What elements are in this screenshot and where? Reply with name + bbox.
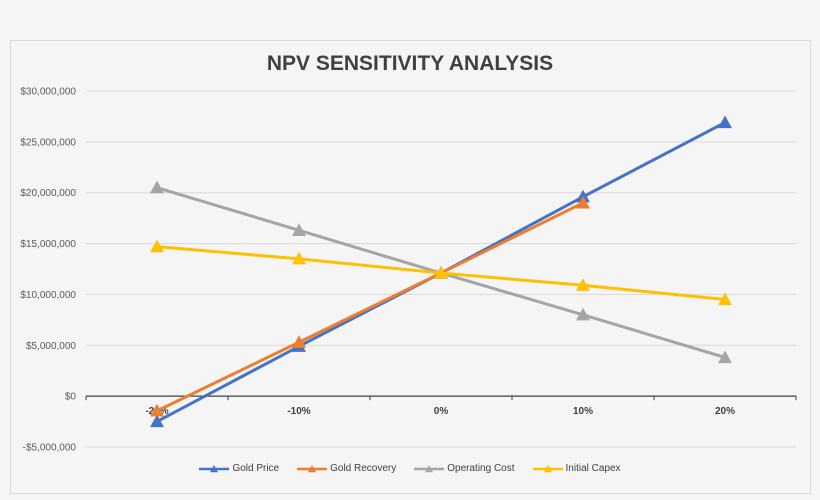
legend-marker-icon: [199, 464, 230, 472]
data-point-marker: [292, 335, 306, 348]
legend: Gold Price Gold Recovery Operating Cost Ini…: [0, 463, 820, 474]
chart-title: NPV SENSITIVITY ANALYSIS: [266, 52, 554, 75]
data-point-marker: [576, 278, 590, 291]
data-point-marker: [718, 292, 732, 306]
y-tick-label: -$5,000,000: [23, 443, 77, 454]
data-point-marker: [292, 251, 306, 265]
legend-marker-icon: [297, 464, 328, 472]
chart-area: [10, 40, 811, 494]
y-tick-label: $20,000,000: [20, 188, 76, 199]
data-point-marker: [576, 307, 590, 321]
x-tick-label: 20%: [715, 406, 735, 417]
data-point-marker: [434, 266, 448, 279]
data-point-marker: [718, 115, 732, 129]
x-tick-label: 10%: [573, 406, 593, 417]
y-tick-label: $10,000,000: [20, 290, 76, 301]
legend-item: Initial Capex: [532, 463, 621, 474]
legend-marker-icon: [532, 464, 563, 472]
x-tick-label: -10%: [287, 406, 310, 417]
x-tick-label: 0%: [434, 406, 449, 417]
legend-item: Gold Recovery: [297, 463, 396, 474]
legend-label: Initial Capex: [565, 463, 621, 474]
series-line-gold-recovery: [156, 201, 584, 413]
legend-item: Gold Price: [199, 463, 279, 474]
legend-label: Operating Cost: [447, 463, 515, 474]
data-point-marker: [150, 180, 164, 194]
y-tick-label: $25,000,000: [20, 137, 76, 148]
y-tick-label: $30,000,000: [20, 87, 76, 98]
legend-label: Gold Price: [232, 463, 280, 474]
data-point-marker: [150, 414, 164, 428]
data-point-marker: [150, 403, 164, 417]
data-point-marker: [718, 350, 732, 364]
legend-marker-icon: [414, 464, 445, 472]
data-point-marker: [576, 195, 590, 209]
y-tick-label: $5,000,000: [26, 341, 76, 352]
data-point-marker: [150, 239, 164, 253]
legend-label: Gold Recovery: [330, 463, 397, 474]
data-point-marker: [292, 223, 306, 236]
legend-item: Operating Cost: [414, 463, 515, 474]
y-tick-label: $0: [65, 392, 77, 403]
y-tick-label: $15,000,000: [20, 239, 76, 250]
